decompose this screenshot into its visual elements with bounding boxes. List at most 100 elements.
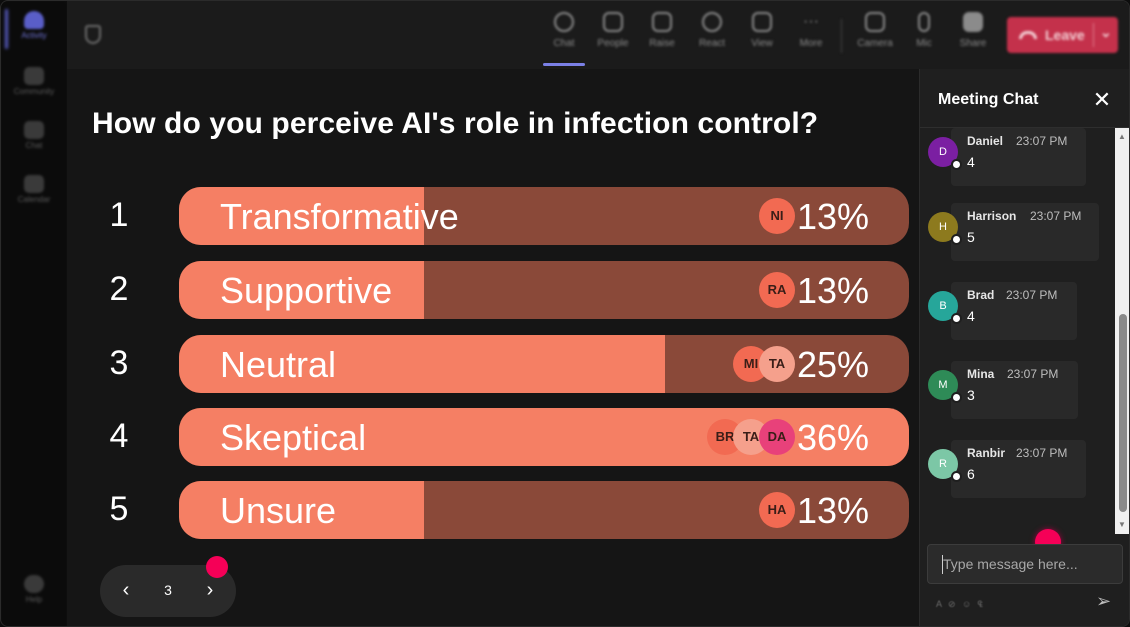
tool-chat[interactable]: Chat [541,12,587,49]
chevron-down-icon[interactable]: ⌄ [1100,24,1112,40]
option-label: Skeptical [220,417,367,458]
message-time: 23:07 PM [1016,446,1068,460]
message-bubble: Mina 23:07 PM 3 [951,361,1078,419]
option-number: 3 [109,344,129,382]
message-input[interactable]: Type message here... [927,544,1123,584]
tool-label: Chat [553,38,575,49]
meeting-toolbar: Chat People Raise React View ··· More [67,1,1129,69]
option-percent: 13% [796,270,869,311]
message-text: 4 [967,308,975,324]
voter-avatar: DA [759,419,795,455]
tool-people[interactable]: People [590,12,636,49]
presence-status-icon [951,471,962,482]
option-percent: 36% [796,417,869,458]
rail-item-label: Community [13,87,55,96]
tool-view[interactable]: View [739,12,785,49]
rail-item-chat[interactable]: Chat [1,121,67,150]
rail-item-activity[interactable]: Activity [1,11,67,40]
chevron-right-icon[interactable]: › [206,579,214,601]
meeting-chat-panel: Meeting Chat ✕ Daniel 23:07 PM 4 D Harrison 2… [919,69,1129,626]
option-number: 2 [109,270,129,308]
help-icon [24,575,44,593]
leave-button[interactable]: Leave ⌄ [1007,17,1118,53]
tool-camera[interactable]: Camera [852,12,898,49]
poll-question: How do you perceive AI's role in infecti… [92,107,819,140]
voter-avatar: HA [759,492,795,528]
message-text: 3 [967,387,975,403]
leave-label: Leave [1045,27,1085,43]
option-number: 1 [109,196,129,234]
voter-avatar: NI [759,198,795,234]
option-label: Neutral [220,344,337,385]
more-icon: ··· [803,13,819,30]
option-percent: 25% [796,344,869,385]
message-bubble: Brad 23:07 PM 4 [951,282,1077,340]
share-icon [963,12,983,32]
option-percent: 13% [796,196,869,237]
tool-label: Raise [649,38,675,49]
scroll-down-icon[interactable]: ▼ [1118,520,1126,529]
tool-more[interactable]: ··· More [788,12,834,49]
close-icon[interactable]: ✕ [1092,87,1112,112]
scroll-thumb[interactable] [1119,314,1127,512]
rail-item-community[interactable]: Community [1,67,67,96]
rail-item-calendar[interactable]: Calendar [1,175,67,204]
chat-scrollbar[interactable]: ▲ ▼ [1115,128,1129,534]
option-bar: Transformative NI 13% [179,187,909,245]
option-bar: Supportive RA 13% [179,261,909,319]
format-icons[interactable]: A ⊘ ☺ ₠ [936,599,985,609]
chat-message: Brad 23:07 PM 4 B [928,282,1108,340]
grid-icon [752,12,772,32]
voter-avatar: RA [759,272,795,308]
chevron-left-icon[interactable]: ‹ [122,579,130,601]
tool-raise[interactable]: Raise [639,12,685,49]
presence-status-icon [951,159,962,170]
tool-label: Camera [857,38,893,49]
poll-results: How do you perceive AI's role in infecti… [67,69,919,626]
option-label: Supportive [220,270,393,311]
chat-message-list: Daniel 23:07 PM 4 D Harrison 23:07 PM 5 H Brad 23… [920,128,1129,534]
chat-title: Meeting Chat [938,91,1039,108]
voter-avatar: TA [759,346,795,382]
chat-message: Ranbir 23:07 PM 6 R [928,440,1108,498]
message-time: 23:07 PM [1007,367,1059,381]
tool-react[interactable]: React [689,12,735,49]
rail-item-help[interactable]: Help [1,575,67,604]
text-caret [942,555,943,574]
option-number: 5 [109,490,129,528]
rail-active-indicator [5,9,8,49]
option-number: 4 [109,417,129,455]
message-time: 23:07 PM [1030,209,1082,223]
toolbar-divider [841,19,842,53]
smiley-icon [702,12,722,32]
pointer-highlight [206,556,228,578]
avatar[interactable]: H [928,212,958,242]
hand-icon [652,12,672,32]
tool-label: More [799,38,823,49]
option-label: Unsure [220,490,337,531]
presence-status-icon [951,392,962,403]
send-icon[interactable]: ➢ [1096,591,1112,611]
tool-mic[interactable]: Mic [901,12,947,49]
message-text: 4 [967,154,975,170]
scroll-up-icon[interactable]: ▲ [1118,132,1126,141]
people-icon [603,12,623,32]
sender-name: Brad [967,288,995,302]
option-bar-fill [179,187,424,245]
message-bubble: Harrison 23:07 PM 5 [951,203,1099,261]
option-bar: Unsure HA 13% [179,481,909,539]
presence-status-icon [951,313,962,324]
message-bubble: Daniel 23:07 PM 4 [951,128,1086,186]
left-rail: Activity Community Chat Calendar Help [1,1,67,626]
sender-name: Ranbir [967,446,1006,460]
tool-label: People [597,38,629,49]
option-bar-fill [179,261,424,319]
sender-name: Mina [967,367,995,381]
chat-icon [24,121,44,139]
option-bar: Neutral MI TA 25% [179,335,909,393]
leave-divider [1093,23,1094,47]
chat-message: Daniel 23:07 PM 4 D [928,128,1108,186]
message-bubble: Ranbir 23:07 PM 6 [951,440,1086,498]
tool-share[interactable]: Share [950,12,996,49]
